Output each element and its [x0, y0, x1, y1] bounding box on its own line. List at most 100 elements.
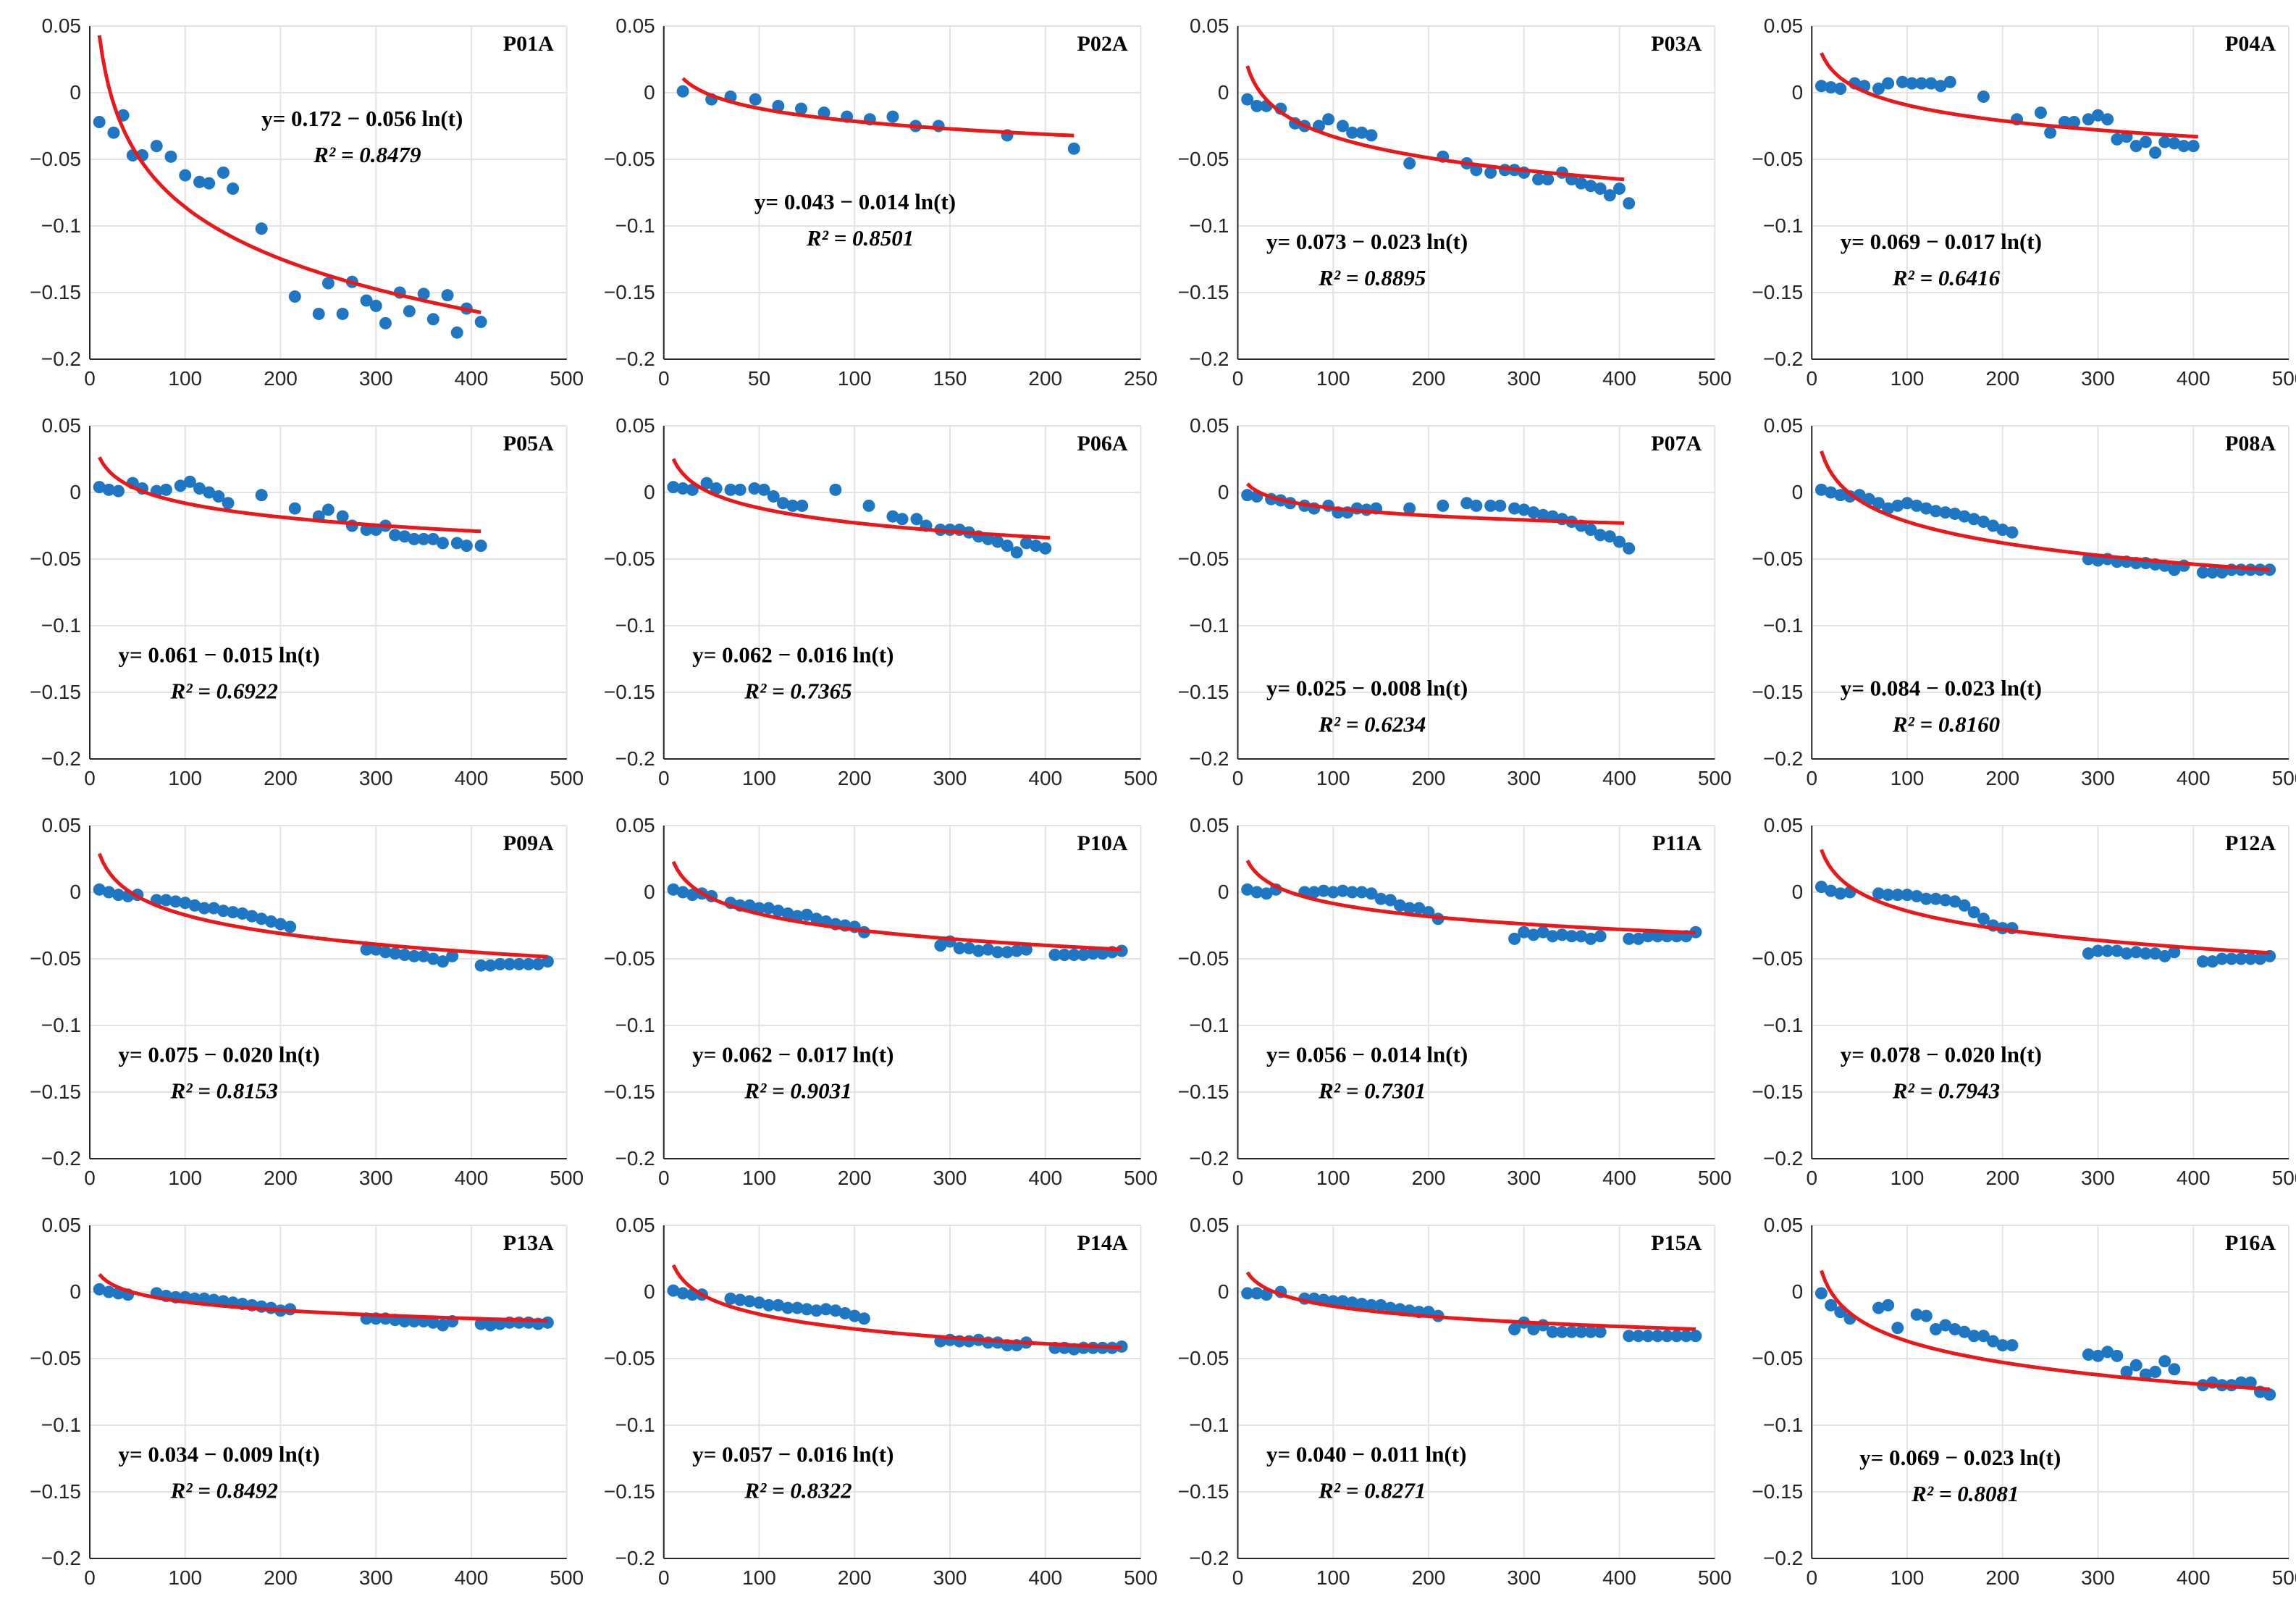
data-point [1670, 1330, 1683, 1343]
data-point [1470, 164, 1483, 177]
fit-equation: y= 0.061 − 0.015 ln(t) [119, 642, 320, 668]
y-tick-label: −0.2 [615, 348, 655, 370]
y-tick-label: 0.05 [615, 814, 655, 836]
data-point [962, 941, 975, 954]
data-point [1365, 887, 1378, 900]
r-squared-label: R² = 0.8501 [806, 225, 914, 251]
data-point [513, 957, 526, 970]
data-point [360, 943, 373, 956]
data-point [312, 307, 325, 320]
data-point [360, 524, 373, 537]
data-point [1934, 80, 1947, 93]
x-tick-label: 500 [2272, 367, 2296, 390]
data-point [1910, 1308, 1923, 1321]
fit-curve [681, 77, 1075, 138]
x-tick-label: 300 [933, 1566, 967, 1589]
y-tick-label: −0.15 [1752, 281, 1803, 303]
x-tick-label: 300 [1507, 1167, 1541, 1189]
data-point [1584, 180, 1597, 193]
panel-p10a: 0.050−0.05−0.1−0.15−0.20 100 200 300 400 500P… [604, 814, 1158, 1189]
plot-area [663, 26, 1141, 359]
data-point [1882, 77, 1895, 90]
data-point [810, 1304, 823, 1317]
y-tick-label: −0.1 [615, 1414, 655, 1436]
x-tick-label: 100 [168, 1167, 202, 1189]
data-point [2168, 946, 2181, 959]
x-tick-label: 500 [2272, 1566, 2296, 1589]
data-point [1403, 157, 1416, 170]
y-tick-label: −0.15 [604, 1080, 655, 1103]
y-tick-label: −0.1 [1189, 614, 1229, 637]
data-point [398, 1314, 411, 1327]
x-tick-label: 100 [1316, 367, 1350, 390]
data-point [1930, 892, 1943, 905]
data-point [1575, 1325, 1588, 1338]
data-point [1930, 505, 1943, 518]
fit-curve [671, 860, 1122, 952]
y-tick-label: −0.05 [1752, 1347, 1803, 1369]
data-point [1594, 529, 1607, 542]
plot-area [1812, 826, 2289, 1159]
data-point [336, 510, 349, 523]
data-point [1825, 81, 1838, 94]
data-point [1948, 507, 1961, 520]
y-tick-label: −0.05 [604, 148, 655, 170]
x-tick-label: 400 [2177, 1167, 2211, 1189]
data-point [1915, 77, 1928, 90]
panel-label: P13A [503, 1231, 554, 1255]
r-squared-label: R² = 0.6234 [1318, 712, 1426, 737]
data-point [1814, 483, 1828, 496]
data-point [1901, 497, 1914, 510]
data-point [159, 483, 172, 496]
data-point [1987, 519, 2000, 532]
data-point [2187, 140, 2200, 153]
data-point [1250, 886, 1263, 899]
data-point [441, 289, 454, 302]
data-point [222, 497, 235, 510]
x-tick-label: 0 [658, 767, 670, 789]
data-point [474, 315, 487, 328]
data-point [1594, 930, 1607, 943]
data-point [1891, 1322, 1904, 1335]
data-point [417, 288, 430, 301]
x-tick-label: 100 [1316, 1167, 1350, 1189]
y-tick-label: −0.1 [1189, 214, 1229, 237]
data-point [494, 957, 507, 970]
data-point [1241, 93, 1254, 106]
data-point [1641, 1330, 1654, 1343]
fit-curve [1820, 849, 2270, 955]
x-tick-label: 400 [1028, 767, 1062, 789]
data-point [179, 169, 192, 182]
data-point [1814, 881, 1828, 894]
y-tick-label: −0.1 [1763, 214, 1803, 237]
data-point [2044, 126, 2057, 139]
data-point [1896, 75, 1909, 88]
fit-curve [97, 852, 548, 959]
plot-area [663, 1225, 1141, 1558]
x-tick-label: 500 [1124, 1167, 1158, 1189]
data-point [112, 889, 125, 902]
data-point [398, 530, 411, 543]
data-point [255, 489, 268, 502]
panel-label: P10A [1077, 831, 1128, 855]
panel-p03a: 0.050−0.05−0.1−0.15−0.20 100 200 300 400 500P… [1178, 14, 1732, 390]
data-point [1460, 497, 1473, 510]
data-point [1393, 899, 1406, 912]
data-point [1613, 182, 1626, 195]
r-squared-label: R² = 0.8271 [1318, 1478, 1426, 1503]
data-point [150, 140, 163, 153]
data-point [1843, 490, 1856, 503]
data-point [321, 503, 335, 516]
data-point [2253, 952, 2266, 965]
data-point [1527, 506, 1540, 519]
data-point [1689, 1330, 1702, 1343]
data-point [216, 166, 230, 179]
data-point [857, 1312, 870, 1325]
data-point [474, 1317, 487, 1330]
data-point [1584, 524, 1597, 537]
panel-label: P05A [503, 432, 554, 456]
data-point [1632, 1330, 1645, 1343]
data-point [1967, 906, 1980, 919]
x-tick-label: 0 [1232, 1167, 1244, 1189]
